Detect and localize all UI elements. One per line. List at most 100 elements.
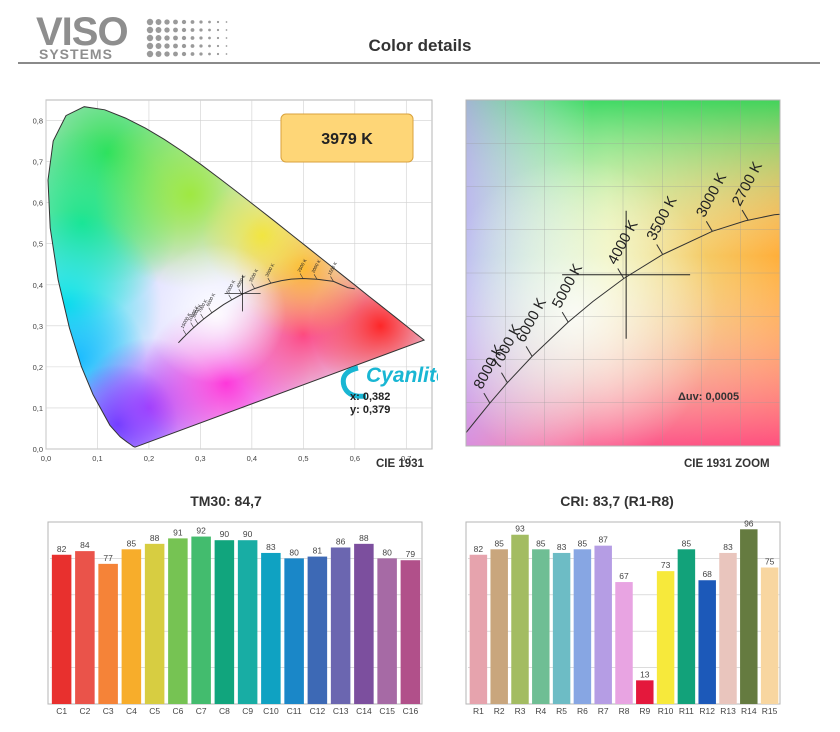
tm30-value-label: 80 bbox=[382, 547, 392, 557]
logo-dot bbox=[216, 20, 220, 24]
cri-value-label: 13 bbox=[640, 669, 650, 679]
cct-tick-mark bbox=[228, 294, 232, 300]
logo-dot bbox=[164, 35, 170, 41]
cri-bar-r12 bbox=[698, 580, 716, 704]
x-tick-label: 0,2 bbox=[144, 454, 154, 463]
x-tick-label: 0,1 bbox=[92, 454, 102, 463]
logo-dot bbox=[164, 27, 170, 33]
cri-category-label: R1 bbox=[473, 706, 484, 716]
cri-category-label: R8 bbox=[619, 706, 630, 716]
tm30-category-label: C5 bbox=[149, 706, 160, 716]
cri-bar-r14 bbox=[740, 529, 758, 704]
tm30-value-label: 81 bbox=[313, 546, 323, 556]
tm30-value-label: 83 bbox=[266, 542, 276, 552]
zoom-cct-tick bbox=[705, 221, 713, 232]
tm30-bar-c8 bbox=[214, 540, 235, 704]
tm30-bar-c15 bbox=[377, 558, 397, 704]
logo-dot bbox=[216, 52, 220, 56]
logo-dot bbox=[216, 44, 220, 48]
logo-sub-text: SYSTEMS bbox=[39, 46, 113, 62]
cct-tick-label: 5000 K bbox=[225, 279, 236, 294]
logo-dot bbox=[225, 45, 228, 47]
cri-value-label: 83 bbox=[557, 542, 567, 552]
x-tick-label: 0,3 bbox=[195, 454, 205, 463]
cri-bar-r11 bbox=[677, 549, 696, 704]
x-tick-label: 0,4 bbox=[247, 454, 257, 463]
tm30-category-label: C4 bbox=[126, 706, 137, 716]
logo-dot bbox=[146, 26, 154, 34]
cri-value-label: 85 bbox=[682, 538, 692, 548]
cri-bar-r4 bbox=[532, 549, 550, 704]
cct-tick-label: 7000 K bbox=[197, 299, 208, 314]
cct-tick-mark bbox=[251, 283, 255, 289]
cct-tick-label: 2000 K bbox=[311, 259, 322, 274]
tm30-category-label: C10 bbox=[263, 706, 279, 716]
logo-dot bbox=[216, 28, 220, 32]
tm30-bar-c7 bbox=[191, 536, 211, 704]
cct-tick-mark bbox=[267, 277, 272, 284]
cri-category-label: R14 bbox=[741, 706, 757, 716]
planckian-locus bbox=[178, 277, 355, 344]
logo-dot bbox=[164, 19, 170, 25]
cri-bar-r13 bbox=[719, 552, 737, 704]
header-divider bbox=[18, 62, 820, 64]
x-tick-label: 0,0 bbox=[41, 454, 51, 463]
logo-dot bbox=[164, 43, 170, 49]
cri-bar-r7 bbox=[594, 545, 612, 704]
tm30-bar-chart: 82 C1 84 C2 77 C3 85 C4 88 C5 91 C6 92 C7 90 C8 90 C9 83 C1… bbox=[47, 521, 423, 716]
logo-dot bbox=[225, 21, 228, 23]
cri-bar-r1 bbox=[469, 554, 488, 704]
logo-dot bbox=[190, 28, 195, 32]
logo-dot bbox=[181, 35, 187, 41]
logo-dot bbox=[173, 43, 178, 49]
logo-dot bbox=[173, 51, 178, 57]
x-tick-label: 0,6 bbox=[350, 454, 360, 463]
cri-bar-r3 bbox=[511, 534, 529, 704]
tm30-category-label: C2 bbox=[79, 706, 90, 716]
cri-bar-r15 bbox=[760, 567, 779, 704]
tm30-value-label: 80 bbox=[289, 547, 299, 557]
cri-category-label: R15 bbox=[762, 706, 778, 716]
logo-dot bbox=[190, 36, 195, 40]
cri-category-label: R2 bbox=[494, 706, 505, 716]
logo-dot-grid bbox=[146, 18, 228, 58]
tm30-category-label: C8 bbox=[219, 706, 230, 716]
logo-dot bbox=[190, 20, 195, 24]
zoom-crosshair bbox=[562, 210, 691, 339]
cri-bars: 82 R1 85 R2 93 R3 85 R4 83 R5 85 R6 87 R7 67 R8 13 R9 73 R1… bbox=[469, 518, 779, 716]
logo-dot bbox=[208, 44, 211, 48]
zoom-cct-tick bbox=[561, 311, 569, 323]
cri-category-label: R9 bbox=[639, 706, 650, 716]
tm30-bar-c4 bbox=[121, 549, 142, 704]
zoom-cct-tick bbox=[525, 346, 533, 357]
x-tick-label: 0,7 bbox=[401, 454, 411, 463]
logo-dot bbox=[155, 35, 162, 41]
tm30-category-label: C15 bbox=[379, 706, 395, 716]
tm30-value-label: 91 bbox=[173, 527, 183, 537]
logo-dot bbox=[146, 34, 154, 42]
cie-axis-ticks: 0,0 0,1 0,2 0,3 0,4 0,5 0,6 0,7 0,0 0,1 0,2 0,3 0,4 0… bbox=[33, 117, 412, 463]
logo-dot bbox=[225, 29, 228, 31]
logo-dot bbox=[146, 18, 154, 26]
logo-dot bbox=[190, 52, 195, 56]
cct-box bbox=[280, 113, 414, 163]
tm30-bar-c12 bbox=[307, 556, 328, 704]
cri-value-label: 67 bbox=[619, 571, 629, 581]
tm30-value-label: 88 bbox=[150, 533, 160, 543]
cri-bar-chart: 82 R1 85 R2 93 R3 85 R4 83 R5 85 R6 87 R7 67 R8 13 R9 73 R1… bbox=[465, 518, 781, 716]
cri-bar-r5 bbox=[552, 552, 571, 704]
cct-tick-label: 4000 K bbox=[235, 274, 246, 289]
zoom-cct-tick bbox=[501, 372, 508, 383]
logo-dot bbox=[225, 53, 228, 55]
cri-category-label: R5 bbox=[556, 706, 567, 716]
logo-dot bbox=[199, 28, 203, 32]
tm30-bar-c1 bbox=[51, 554, 72, 704]
zoom-caption: CIE 1931 ZOOM bbox=[684, 458, 770, 470]
tm30-category-label: C12 bbox=[310, 706, 326, 716]
cri-value-label: 93 bbox=[515, 524, 525, 534]
cri-value-label: 73 bbox=[661, 560, 671, 570]
tm30-value-label: 85 bbox=[127, 538, 137, 548]
cri-bar-r2 bbox=[490, 549, 508, 704]
logo-dot bbox=[181, 51, 187, 57]
